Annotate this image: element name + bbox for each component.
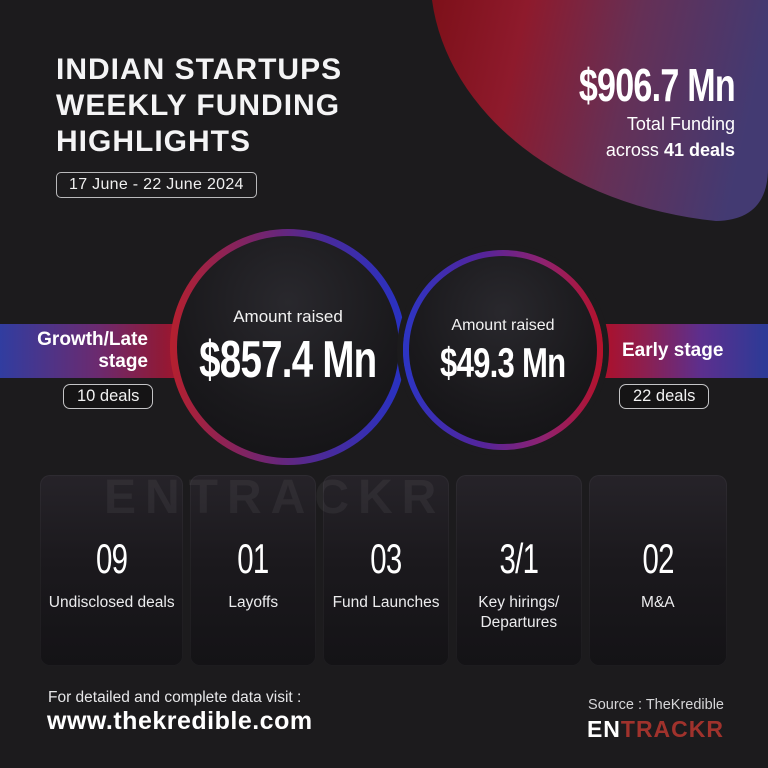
- growth-stage-circle: Amount raised $857.4 Mn: [170, 229, 406, 465]
- page-title-line-2: WEEKLY FUNDING: [56, 89, 341, 122]
- metric-label: M&A: [641, 594, 675, 611]
- early-amount-label: Amount raised: [451, 316, 555, 334]
- page-title-line-3: HIGHLIGHTS: [56, 125, 251, 158]
- metric-value: 3/1: [499, 535, 539, 582]
- growth-circle-inner: Amount raised $857.4 Mn: [177, 236, 399, 458]
- total-funding-block: $906.7 Mn Total Funding across 41 deals: [524, 59, 736, 162]
- metric-cards-row: 09 Undisclosed deals 01 Layoffs 03 Fund …: [40, 475, 728, 666]
- early-stage-label: Early stage: [622, 340, 724, 361]
- growth-amount-value: $857.4 Mn: [199, 331, 377, 389]
- page-title: INDIAN STARTUPS WEEKLY FUNDING HIGHLIGHT…: [56, 52, 342, 160]
- metric-value: 09: [96, 535, 128, 582]
- metric-label: Layoffs: [228, 594, 279, 611]
- metric-value: 02: [642, 535, 674, 582]
- metric-card-layoffs: 01 Layoffs: [190, 475, 317, 666]
- growth-stage-label: Growth/Late stage: [37, 329, 148, 372]
- early-circle-inner: Amount raised $49.3 Mn: [409, 256, 597, 444]
- entrackr-watermark: ENTRACKR: [104, 471, 446, 524]
- total-funding-label: Total Funding: [626, 114, 735, 134]
- date-range-badge: 17 June - 22 June 2024: [56, 172, 257, 198]
- metric-value: 03: [370, 535, 402, 582]
- growth-amount-label: Amount raised: [233, 307, 343, 326]
- gradient-blob: [432, 0, 768, 221]
- metric-card-key-hirings: 3/1 Key hirings/ Departures: [455, 475, 582, 666]
- early-deals-badge: 22 deals: [619, 384, 710, 409]
- metric-card-ma: 02 M&A: [588, 475, 728, 666]
- website-link[interactable]: www.thekredible.com: [47, 707, 313, 735]
- footer-visit-text: For detailed and complete data visit :: [48, 689, 302, 706]
- metric-value: 01: [237, 535, 270, 582]
- metric-label: Key hirings/ Departures: [478, 594, 560, 631]
- growth-deals-badge: 10 deals: [63, 384, 154, 409]
- total-funding-amount: $906.7 Mn: [578, 59, 736, 111]
- metric-card-undisclosed: 09 Undisclosed deals: [40, 475, 184, 666]
- total-funding-across: across: [605, 140, 664, 160]
- metric-label: Undisclosed deals: [48, 594, 175, 611]
- early-amount-value: $49.3 Mn: [440, 338, 566, 386]
- early-stage-circle: Amount raised $49.3 Mn: [403, 250, 603, 450]
- page-title-line-1: INDIAN STARTUPS: [56, 53, 343, 86]
- source-text: Source : TheKredible: [588, 697, 724, 713]
- entrackr-logo: ENTRACKR: [587, 716, 724, 743]
- total-funding-deals: 41 deals: [663, 140, 735, 160]
- metric-label: Fund Launches: [332, 594, 440, 611]
- entrackr-logo-trackr: TRACKR: [620, 716, 724, 742]
- entrackr-logo-en: EN: [586, 716, 621, 742]
- metric-card-fund-launches: 03 Fund Launches: [323, 475, 449, 666]
